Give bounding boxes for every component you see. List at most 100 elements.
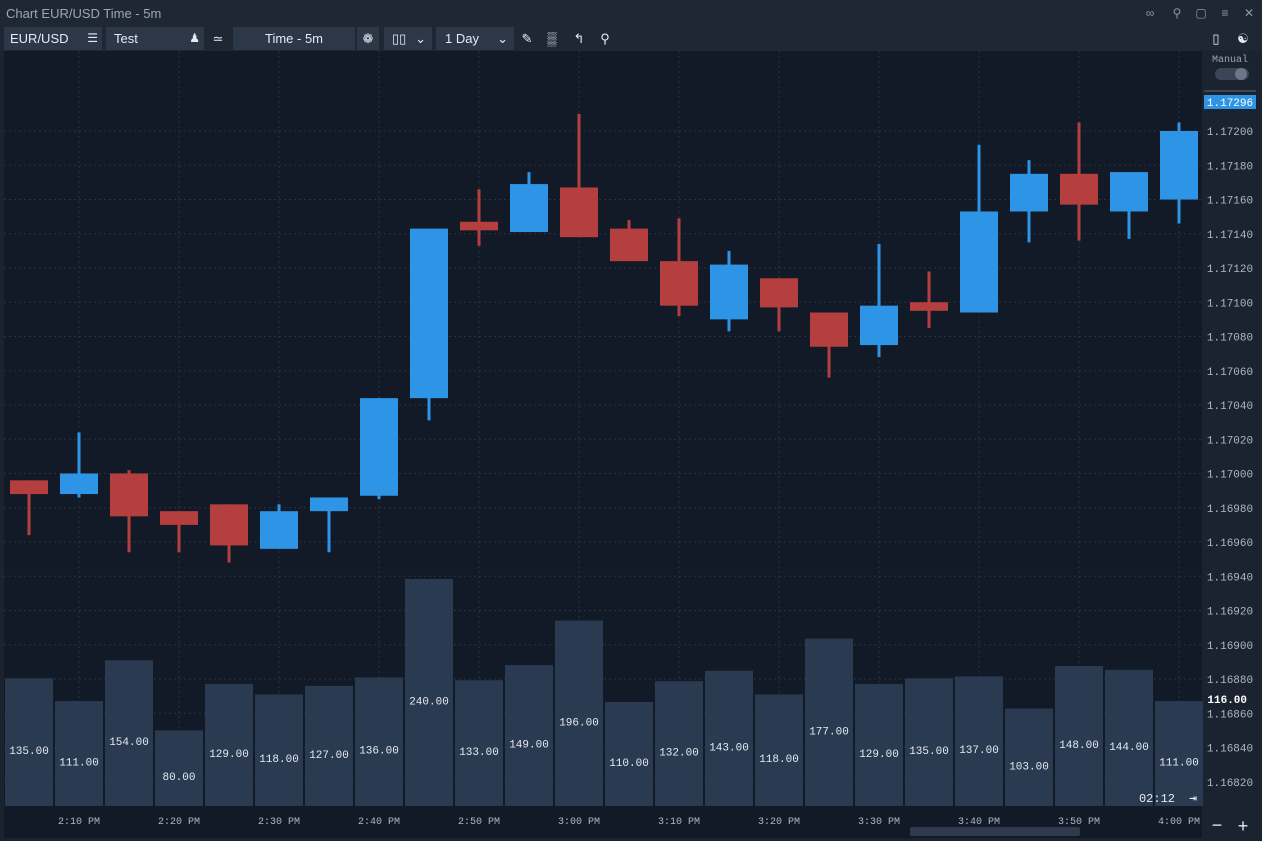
link-icon[interactable]: ∞ [1145, 6, 1155, 20]
candle [510, 172, 548, 233]
candle [1160, 122, 1198, 224]
zoom-out-button[interactable]: − [1212, 817, 1223, 837]
account-selector[interactable]: Test ♟ [106, 27, 204, 50]
candle [410, 228, 448, 421]
indicator-icon[interactable]: ≃ [212, 31, 224, 46]
manual-toggle-knob [1235, 68, 1247, 80]
volume-value: 135.00 [909, 746, 949, 758]
candle-body [810, 312, 848, 347]
y-tick-label: 1.17060 [1207, 367, 1253, 379]
timeframe-selector[interactable]: Time - 5m [233, 27, 355, 50]
y-tick-label: 1.16820 [1207, 778, 1253, 790]
volume-bar [805, 638, 853, 806]
candle-type-icon: ▯▯ [392, 31, 407, 46]
volume-value: 133.00 [459, 747, 499, 759]
title-bar: Chart EUR/USD Time - 5m ∞ ⚲ ▢ ≡ ✕ [0, 0, 1262, 26]
candle [1010, 160, 1048, 243]
volume-value: 118.00 [759, 754, 799, 766]
y-tick-label: 1.17040 [1207, 401, 1253, 413]
settings-menu-icon[interactable]: ≡ [1221, 6, 1229, 20]
x-axis-ticks: 2:10 PM 2:20 PM 2:30 PM 2:40 PM 2:50 PM 3:00 … [58, 817, 1200, 828]
volume-bar [305, 685, 353, 806]
volume-bar [1155, 701, 1203, 806]
y-tick-label: 1.17160 [1207, 196, 1253, 208]
candle-body [460, 221, 498, 231]
range-selector[interactable]: 1 Day ⌄ [436, 27, 514, 50]
bar-countdown: 02:12 [1139, 792, 1175, 806]
volume-bar [105, 660, 153, 806]
scroll-to-end-icon[interactable]: ⇥ [1189, 791, 1197, 806]
volume-bars-icon[interactable]: ▒ [547, 31, 557, 46]
list-icon[interactable]: ☰ [87, 31, 98, 45]
candle-body [610, 228, 648, 262]
account-icon[interactable]: ♟ [189, 31, 200, 45]
compare-icon[interactable]: ❁ [357, 27, 379, 50]
y-tick-label: 1.17020 [1207, 435, 1253, 447]
volume-bar [505, 665, 553, 806]
y-tick-label: 1.16960 [1207, 538, 1253, 550]
candle [10, 480, 48, 536]
candle [360, 398, 398, 500]
maximize-icon[interactable]: ▢ [1195, 6, 1207, 20]
candle-series [10, 113, 1198, 563]
volume-bar [55, 701, 103, 806]
candle-body [510, 184, 548, 233]
volume-value: 137.00 [959, 745, 999, 757]
symbol-selector[interactable]: EUR/USD ☰ [4, 27, 102, 50]
user-icon[interactable]: ⚲ [1172, 6, 1182, 20]
volume-bar [855, 683, 903, 806]
y-tick-label: 1.16920 [1207, 607, 1253, 619]
volume-bar [605, 701, 653, 806]
volume-bar [655, 681, 703, 806]
candle-body [1060, 173, 1098, 205]
volume-bar [555, 620, 603, 806]
candle [310, 497, 348, 553]
volume-bar [455, 680, 503, 806]
candle-body [660, 261, 698, 306]
close-icon[interactable]: ✕ [1243, 6, 1255, 20]
template-icon[interactable]: ▯ [1212, 31, 1220, 46]
basket-icon[interactable]: ☯ [1237, 31, 1249, 46]
chart-area[interactable]: 135.00 111.00 154.00 80.00 129.00 118.00 127.0… [0, 51, 1262, 841]
candle [710, 250, 748, 332]
candle-body [1010, 173, 1048, 212]
draw-pencil-icon[interactable]: ✎ [521, 31, 533, 46]
candle-body [960, 211, 998, 313]
x-tick-label: 2:40 PM [358, 817, 400, 828]
price-scale[interactable] [1202, 51, 1258, 838]
chevron-down-icon: ⌄ [415, 31, 426, 46]
manual-toggle-label: Manual [1212, 54, 1248, 66]
y-tick-label: 1.17180 [1207, 161, 1253, 173]
candle-body [1160, 131, 1198, 200]
candle [1060, 122, 1098, 241]
volume-value: 240.00 [409, 697, 449, 709]
y-tick-label: 1.17140 [1207, 230, 1253, 242]
horizontal-scrollbar[interactable] [910, 827, 1080, 836]
volume-value: 149.00 [509, 740, 549, 752]
volume-value: 135.00 [9, 746, 49, 758]
candle-body [360, 398, 398, 496]
search-icon[interactable]: ⚲ [600, 31, 610, 46]
x-tick-label: 3:40 PM [958, 817, 1000, 828]
volume-value: 196.00 [559, 717, 599, 729]
x-tick-label: 2:30 PM [258, 817, 300, 828]
y-tick-label: 1.17000 [1207, 470, 1253, 482]
volume-value: 177.00 [809, 726, 849, 738]
chart-type-selector[interactable]: ▯▯ ⌄ [384, 27, 432, 50]
candle [210, 504, 248, 563]
zoom-in-button[interactable]: + [1238, 818, 1249, 838]
candle-body [910, 302, 948, 311]
x-tick-label: 4:00 PM [1158, 817, 1200, 828]
volume-value: 110.00 [609, 758, 649, 770]
current-price-badge [1204, 95, 1256, 109]
candle [110, 470, 148, 553]
y-tick-label: 1.16980 [1207, 504, 1253, 516]
candle-body [260, 511, 298, 549]
candle [560, 113, 598, 238]
volume-value: 154.00 [109, 737, 149, 749]
order-icon[interactable]: ↰ [573, 31, 585, 46]
volume-bar [1105, 669, 1153, 806]
candle-body [1110, 172, 1148, 212]
account-label: Test [114, 31, 138, 46]
volume-series: 135.00 111.00 154.00 80.00 129.00 118.00 127.0… [5, 579, 1203, 806]
